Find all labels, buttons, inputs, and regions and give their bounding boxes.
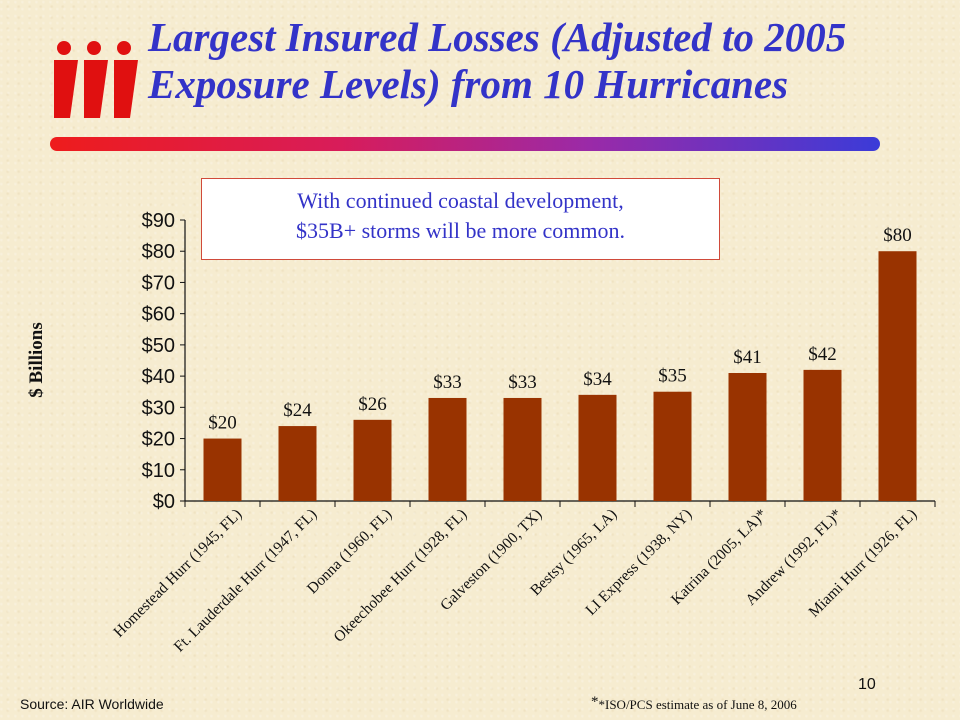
data-label: $80	[883, 225, 912, 246]
callout-box: With continued coastal development, $35B…	[201, 178, 720, 260]
iii-logo-icon	[54, 41, 138, 118]
y-tick-label: $30	[142, 397, 175, 419]
bar	[503, 397, 542, 501]
bar	[353, 419, 392, 501]
y-tick-label: $90	[142, 210, 175, 232]
footnote-text: *ISO/PCS estimate as of June 8, 2006	[598, 697, 797, 712]
bar	[653, 391, 692, 501]
y-tick-label: $0	[153, 491, 175, 513]
y-tick-label: $20	[142, 429, 175, 451]
y-axis-label: $ Billions	[26, 322, 47, 398]
data-label: $34	[583, 369, 612, 390]
data-label: $42	[808, 344, 837, 365]
data-label: $33	[508, 372, 537, 393]
footnote-star: *	[591, 694, 599, 710]
footnote: **ISO/PCS estimate as of June 8, 2006	[591, 694, 797, 713]
data-label: $24	[283, 400, 312, 421]
y-tick-label: $60	[142, 304, 175, 326]
source-note: Source: AIR Worldwide	[20, 696, 164, 712]
category-label: Ft. Lauderdale Hurr (1947, FL)	[171, 506, 321, 656]
bar	[578, 394, 617, 501]
title-divider	[50, 137, 880, 151]
category-label: Okeechobee Hurr (1928, FL)	[330, 506, 470, 646]
data-label: $33	[433, 372, 462, 393]
data-label: $26	[358, 394, 387, 415]
bar	[878, 251, 917, 501]
bar	[428, 397, 467, 501]
y-tick-label: $40	[142, 366, 175, 388]
page-number: 10	[858, 676, 876, 693]
category-label: Homestead Hurr (1945, FL)	[110, 506, 245, 641]
page-title: Largest Insured Losses (Adjusted to 2005…	[148, 14, 948, 108]
y-tick-label: $50	[142, 335, 175, 357]
callout-line-2: $35B+ storms will be more common.	[296, 218, 625, 243]
bar	[278, 426, 317, 501]
y-tick-label: $80	[142, 241, 175, 263]
title-line-2: Exposure Levels) from 10 Hurricanes	[148, 61, 789, 107]
callout-line-1: With continued coastal development,	[297, 188, 624, 213]
y-tick-label: $10	[142, 460, 175, 482]
title-line-1: Largest Insured Losses (Adjusted to 2005	[148, 14, 847, 60]
bar	[728, 372, 767, 501]
data-label: $41	[733, 347, 762, 368]
bar	[803, 369, 842, 501]
y-tick-label: $70	[142, 272, 175, 294]
bar	[203, 438, 242, 501]
data-label: $35	[658, 366, 687, 387]
data-label: $20	[208, 413, 237, 434]
